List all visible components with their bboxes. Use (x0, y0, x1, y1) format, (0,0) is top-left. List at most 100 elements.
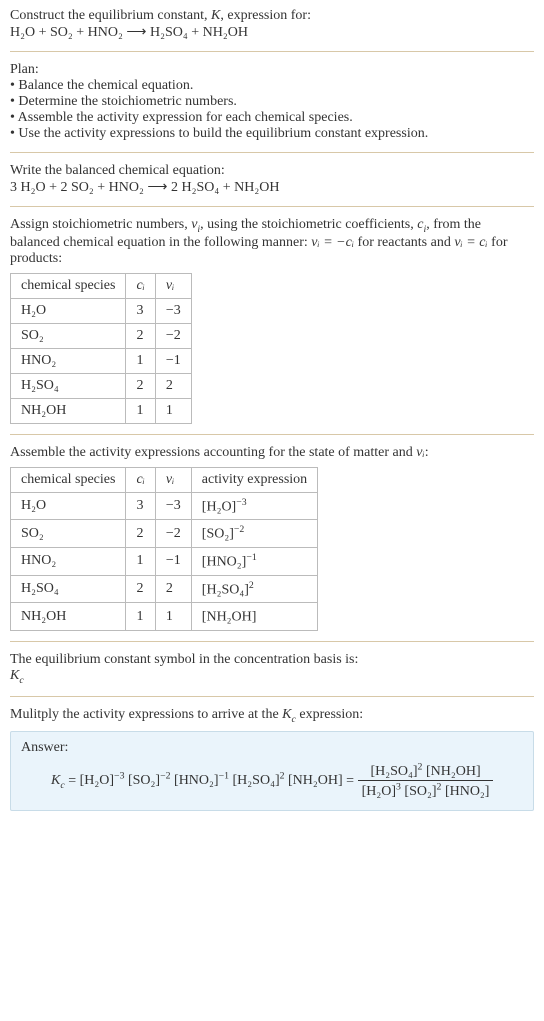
balanced-section: Write the balanced chemical equation: 3 … (10, 163, 534, 196)
term: [HNO₂]−1 (174, 773, 229, 788)
divider (10, 206, 534, 207)
exp: 2 (437, 781, 442, 792)
relation: νᵢ = −cᵢ (311, 235, 354, 250)
exp: −1 (246, 552, 256, 563)
cell: [H₂O]−3 (191, 492, 317, 520)
cell: H₂O (11, 492, 126, 520)
base: [NH₂OH] (288, 773, 343, 788)
exp: −1 (219, 770, 229, 781)
text: Construct the equilibrium constant, (10, 8, 211, 23)
relation: νᵢ = cᵢ (454, 235, 487, 250)
cell: 2 (126, 373, 155, 398)
cell: SO₂ (11, 323, 126, 348)
text: Assign stoichiometric numbers, (10, 217, 191, 232)
plan-list: Balance the chemical equation. Determine… (10, 78, 534, 142)
text: expression: (296, 707, 363, 722)
K: K (51, 773, 60, 788)
table-row: NH₂OH11 (11, 398, 192, 423)
table-row: H₂SO₄22[H₂SO₄]2 (11, 575, 318, 603)
col-nui: νᵢ (155, 273, 191, 298)
col-ci: cᵢ (126, 467, 155, 492)
balanced-title: Write the balanced chemical equation: (10, 163, 534, 179)
equals: = (65, 773, 80, 788)
cell: −1 (155, 348, 191, 373)
plan-item: Use the activity expressions to build th… (10, 126, 534, 142)
cell: 1 (126, 603, 155, 631)
exp: −2 (234, 524, 244, 535)
c: ci (417, 217, 426, 232)
stoich-table: chemical species cᵢ νᵢ H₂O3−3 SO₂2−2 HNO… (10, 273, 192, 424)
table-row: SO₂2−2[SO₂]−2 (11, 520, 318, 548)
kc-symbol-section: The equilibrium constant symbol in the c… (10, 652, 534, 686)
multiply-section: Mulitply the activity expressions to arr… (10, 707, 534, 811)
exp: 3 (396, 781, 401, 792)
answer-box: Answer: Kc = [H₂O]−3 [SO₂]−2 [HNO₂]−1 [H… (10, 731, 534, 811)
term: [H₂SO₄]2 (370, 764, 422, 779)
table-row: HNO₂1−1[HNO₂]−1 (11, 548, 318, 576)
table-row: NH₂OH11[NH₂OH] (11, 603, 318, 631)
term: [NH₂OH] (426, 764, 481, 779)
cell: 1 (126, 548, 155, 576)
kc-text: The equilibrium constant symbol in the c… (10, 652, 534, 668)
plan-section: Plan: Balance the chemical equation. Det… (10, 62, 534, 142)
cell: 1 (126, 398, 155, 423)
cell: −2 (155, 520, 191, 548)
cell: HNO₂ (11, 348, 126, 373)
cell: 1 (155, 603, 191, 631)
base: [H₂O] (202, 499, 236, 514)
divider (10, 152, 534, 153)
cell: [H₂SO₄]2 (191, 575, 317, 603)
base: [H₂SO₄] (233, 773, 280, 788)
answer-label: Answer: (21, 740, 523, 756)
text: : (425, 445, 429, 460)
base: [HNO₂] (174, 773, 219, 788)
cell: HNO₂ (11, 548, 126, 576)
base: [H₂O] (80, 773, 114, 788)
cell: 2 (155, 575, 191, 603)
cell: NH₂OH (11, 398, 126, 423)
base: [NH₂OH] (426, 764, 481, 779)
cell: [NH₂OH] (191, 603, 317, 631)
divider (10, 51, 534, 52)
header-section: Construct the equilibrium constant, K, e… (10, 8, 534, 41)
term: [H₂O]3 (362, 784, 401, 799)
table-header-row: chemical species cᵢ νᵢ (11, 273, 192, 298)
construct-line: Construct the equilibrium constant, K, e… (10, 8, 534, 24)
cell: 2 (155, 373, 191, 398)
answer-expression: Kc = [H₂O]−3 [SO₂]−2 [HNO₂]−1 [H₂SO₄]2 [… (21, 756, 523, 800)
nu: νi (191, 217, 200, 232)
activity-table: chemical species cᵢ νᵢ activity expressi… (10, 467, 318, 631)
stoich-text: Assign stoichiometric numbers, νi, using… (10, 217, 534, 267)
cell: 1 (155, 398, 191, 423)
cell: 1 (126, 348, 155, 373)
K: K (282, 707, 291, 722)
cell: H₂SO₄ (11, 373, 126, 398)
term: [H₂SO₄]2 (233, 773, 285, 788)
table-header-row: chemical species cᵢ νᵢ activity expressi… (11, 467, 318, 492)
base: [SO₂] (404, 784, 436, 799)
base: [SO₂] (202, 527, 234, 542)
exp: −3 (236, 497, 246, 508)
base: [H₂O] (362, 784, 396, 799)
denominator: [H₂O]3 [SO₂]2 [HNO₂] (358, 781, 494, 800)
cell: −2 (155, 323, 191, 348)
balanced-equation: 3 H₂O + 2 SO₂ + HNO₂ ⟶ 2 H₂SO₄ + NH₂OH (10, 179, 534, 196)
cell: 2 (126, 323, 155, 348)
text: , using the stoichiometric coefficients, (200, 217, 417, 232)
plan-item: Assemble the activity expression for eac… (10, 110, 534, 126)
col-species: chemical species (11, 273, 126, 298)
table-row: H₂O3−3[H₂O]−3 (11, 492, 318, 520)
cell: 2 (126, 575, 155, 603)
base: [H₂SO₄] (202, 582, 249, 597)
base: [H₂SO₄] (370, 764, 417, 779)
nu: νᵢ (416, 445, 424, 460)
activity-text: Assemble the activity expressions accoun… (10, 445, 534, 461)
K-symbol: K (211, 8, 220, 23)
term: [H₂O]−3 (80, 773, 125, 788)
text: Assemble the activity expressions accoun… (10, 445, 416, 460)
exp: −2 (160, 770, 170, 781)
base: [SO₂] (128, 773, 160, 788)
col-ci: cᵢ (126, 273, 155, 298)
cell: −3 (155, 298, 191, 323)
term: [SO₂]−2 (128, 773, 171, 788)
